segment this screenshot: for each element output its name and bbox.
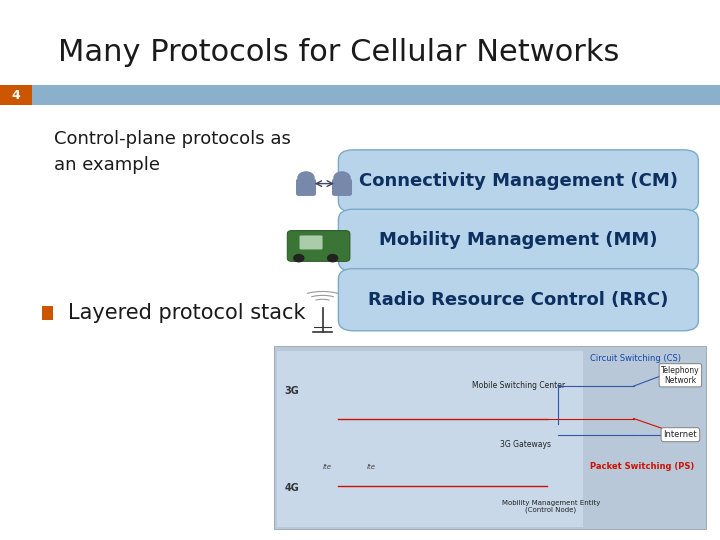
FancyBboxPatch shape [0, 85, 720, 105]
Text: Circuit Switching (CS): Circuit Switching (CS) [590, 354, 681, 363]
Text: 4G: 4G [284, 483, 299, 494]
Text: Radio Resource Control (RRC): Radio Resource Control (RRC) [368, 291, 669, 309]
FancyBboxPatch shape [42, 306, 53, 320]
Text: Control-plane protocols as
an example: Control-plane protocols as an example [54, 130, 291, 174]
FancyBboxPatch shape [338, 150, 698, 212]
Text: 3G Gateways: 3G Gateways [500, 440, 551, 449]
Circle shape [327, 254, 338, 262]
Text: Mobility Management Entity
(Control Node): Mobility Management Entity (Control Node… [502, 500, 600, 513]
Text: Telephony
Network: Telephony Network [661, 366, 700, 385]
Text: Connectivity Management (CM): Connectivity Management (CM) [359, 172, 678, 190]
Text: lte: lte [323, 464, 332, 470]
FancyBboxPatch shape [274, 346, 706, 529]
FancyBboxPatch shape [0, 85, 32, 105]
Text: lte: lte [366, 464, 375, 470]
Text: Many Protocols for Cellular Networks: Many Protocols for Cellular Networks [58, 38, 619, 67]
Circle shape [297, 171, 315, 184]
Circle shape [333, 171, 351, 184]
Text: 4: 4 [12, 89, 21, 102]
Text: Internet: Internet [664, 430, 697, 439]
Text: Layered protocol stack: Layered protocol stack [68, 303, 306, 323]
Text: Mobility Management (MM): Mobility Management (MM) [379, 231, 657, 249]
FancyBboxPatch shape [287, 231, 350, 261]
FancyBboxPatch shape [338, 209, 698, 271]
Circle shape [293, 254, 305, 262]
FancyBboxPatch shape [332, 179, 352, 196]
Text: Packet Switching (PS): Packet Switching (PS) [590, 462, 695, 471]
FancyBboxPatch shape [300, 235, 323, 249]
FancyBboxPatch shape [277, 351, 583, 526]
Text: 3G: 3G [284, 386, 299, 396]
FancyBboxPatch shape [338, 269, 698, 330]
Text: Mobile Switching Center: Mobile Switching Center [472, 381, 565, 390]
FancyBboxPatch shape [296, 179, 316, 196]
